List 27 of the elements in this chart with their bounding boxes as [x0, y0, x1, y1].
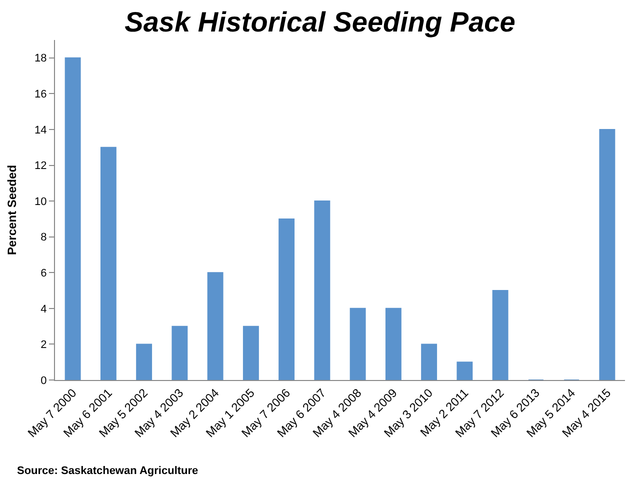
- bar: [242, 326, 259, 380]
- y-tick-label: 16: [34, 88, 47, 101]
- bar: [207, 272, 224, 380]
- y-tick-label: 14: [34, 124, 47, 136]
- y-tick-label: 2: [40, 339, 47, 352]
- bar: [492, 290, 508, 380]
- bar: [278, 218, 295, 380]
- y-tick-label: 18: [34, 52, 47, 65]
- bar: [421, 344, 438, 380]
- y-tick-label: 8: [40, 232, 47, 244]
- y-tick-label: 12: [34, 160, 47, 172]
- bar: [385, 308, 402, 380]
- chart-title: Sask Historical Seeding Pace: [124, 6, 516, 38]
- y-tick-label: 6: [40, 267, 47, 280]
- bar: [314, 200, 330, 380]
- bar: [64, 57, 81, 380]
- bar: [100, 146, 116, 380]
- bar: [136, 344, 152, 380]
- y-tick-label: 10: [34, 196, 47, 208]
- y-tick-label: 0: [40, 374, 47, 387]
- bar: [599, 128, 616, 380]
- bar: [172, 326, 188, 380]
- y-axis-title: Percent Seeded: [4, 164, 19, 256]
- bar: [350, 308, 366, 380]
- source-note: Source: Saskatchewan Agriculture: [17, 465, 198, 477]
- bar: [456, 362, 473, 380]
- y-tick-label: 4: [40, 303, 47, 316]
